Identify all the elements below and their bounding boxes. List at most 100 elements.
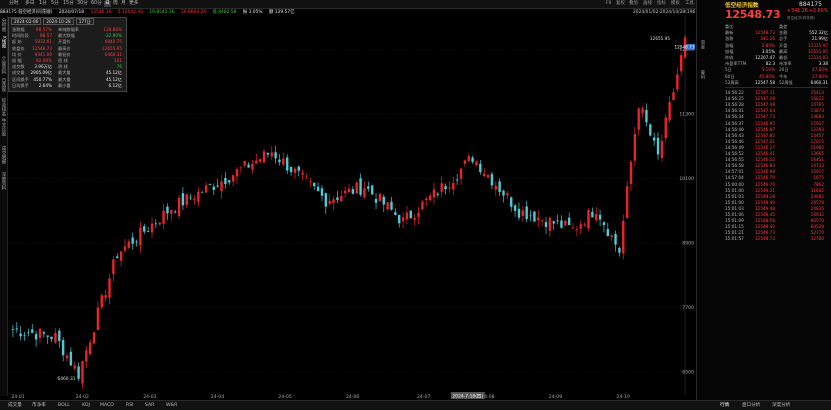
tick-time: 14:56:34 (725, 114, 744, 120)
tab-60min[interactable]: 60分 (91, 1, 102, 6)
candle (61, 339, 65, 356)
side-tab-chips[interactable]: 筹码 (700, 70, 705, 79)
candle (517, 208, 521, 218)
tick-volume: 31642 (810, 187, 824, 193)
tick-time: 14:57:01 (725, 169, 744, 175)
tab-more[interactable]: 更多 (129, 1, 139, 6)
candle (320, 188, 324, 196)
candle (11, 328, 15, 330)
template-button[interactable]: 模板 (671, 1, 680, 6)
stat-label: 区间换手 (12, 76, 29, 82)
range-days: 177日 (75, 18, 94, 25)
nav-profile[interactable]: 个股资料 (1, 56, 6, 74)
tab-daily[interactable]: 日 (104, 1, 111, 7)
stat-label: 成交数 (12, 64, 25, 70)
tab-15min[interactable]: 15分 (63, 1, 74, 6)
candle (467, 156, 470, 161)
f9-button[interactable]: F9 (606, 1, 612, 6)
indicator-sar[interactable]: SAR (145, 403, 155, 408)
tick-time: 14:56:28 (725, 102, 744, 108)
candle (85, 350, 88, 362)
tick-price: 12548.73 (755, 236, 775, 242)
tab-5min[interactable]: 5分 (51, 1, 59, 6)
top-toolbar: 分时 多日 1分 5分 15分 30分 60分 日 周 月 更多 F9 复权 叠… (0, 0, 831, 9)
nav-watchlist[interactable]: 自选股 (1, 78, 6, 92)
stat-value: 552.32亿 (809, 30, 828, 36)
tick-row: 14:56:40 12546.87 12293 (725, 127, 828, 133)
indicator-button[interactable]: 指标 (657, 1, 666, 6)
overlay-button[interactable]: 叠加 (629, 1, 638, 6)
adjust-button[interactable]: 复权 (616, 1, 625, 6)
tab-quote[interactable]: 行情 (720, 403, 730, 408)
side-tab-funds[interactable]: 资金 (700, 40, 705, 49)
tick-volume: 17927 (810, 120, 824, 126)
draw-button[interactable]: 画线 (643, 1, 652, 6)
stat-value: 12655.95 (102, 45, 122, 51)
tools-button[interactable]: 工具 (685, 1, 694, 6)
candle (417, 212, 420, 218)
tick-time: 15:01:15 (725, 224, 744, 230)
tick-price: 12547.01 (755, 138, 775, 144)
candle (336, 197, 339, 200)
indicator-wr[interactable]: W&R (166, 403, 178, 408)
stat-label: 涨幅 (725, 42, 734, 48)
date-tick-label: 24-03 (143, 394, 156, 400)
stat-label: 最大量 (58, 76, 71, 82)
stat-label: 最新 (725, 30, 734, 36)
candle (293, 168, 297, 173)
indicator-boll[interactable]: BOLL (58, 403, 70, 408)
date-range-label: 2024/01/02-2024/10/28(196日) (633, 10, 702, 15)
candle (220, 181, 223, 192)
tick-row: 14:57:04 12546.70 1675 (725, 175, 828, 181)
index-code: 884175 低空经济(同花顺) (0, 10, 53, 15)
indicator-volume[interactable]: 成交量 (8, 403, 22, 408)
range-dates: 2024-02-06 2024-10-28 177日 (11, 18, 96, 25)
tick-row: 14:56:55 12546.52 16451 (725, 157, 828, 163)
tick-row: 14:56:52 12546.41 13665 (725, 151, 828, 157)
tick-price: 12546.95 (755, 120, 775, 126)
nav-diagnosis[interactable]: 牛叉诊股 (1, 118, 6, 136)
indicator-macd[interactable]: MACD (100, 403, 114, 408)
nav-kline[interactable]: K线图 (1, 36, 6, 48)
quote-panel: 低空经济指数 884175 12548.73 +341.26 +2.80% 低空… (696, 0, 831, 400)
tick-row: 14:56:31 12547.64 13873 (725, 108, 828, 114)
tab-1min[interactable]: 1分 (39, 1, 47, 6)
tick-row: 15:01:06 12548.45 16932 (725, 212, 828, 218)
tick-price: 12547.48 (755, 102, 775, 108)
nav-trades[interactable]: 成交明细 (1, 146, 6, 164)
nav-intraday[interactable]: 分时图 (1, 18, 6, 32)
range-start-date[interactable]: 2024-02-06 (11, 18, 42, 25)
tab-weekly[interactable]: 周 (113, 1, 118, 6)
candle (235, 169, 239, 177)
tab-monthly[interactable]: 月 (121, 1, 126, 6)
nav-ranking[interactable]: 综合排名 (1, 98, 6, 116)
tab-multiday[interactable]: 多日 (25, 1, 35, 6)
quote-stat-row: 52周高 12547.58 52周低 6460.31 (725, 80, 828, 86)
range-end-date[interactable]: 2024-10-28 (43, 18, 74, 25)
tick-price: 12547.64 (755, 108, 775, 114)
tab-30min[interactable]: 30分 (77, 1, 88, 6)
tick-price: 12546.87 (755, 126, 775, 132)
candle (564, 220, 567, 226)
candle (529, 215, 532, 217)
stat-value: 6.12亿 (108, 82, 122, 88)
tab-depth[interactable]: 深度分析 (772, 403, 791, 408)
date-tick-label: 24-10 (616, 394, 629, 400)
candle (243, 160, 246, 166)
nav-depth[interactable]: 深度资料 (1, 172, 6, 190)
quote-stat-row: 委比 委差 (725, 24, 828, 30)
stat-label: 涨跌幅 (12, 27, 25, 32)
indicator-rsi[interactable]: RSI (126, 403, 134, 408)
candle (19, 333, 22, 337)
stat-label: 阳 线 (58, 58, 68, 63)
candle (127, 241, 131, 248)
candle (135, 241, 138, 243)
indicator-kdj[interactable]: KDJ (82, 403, 90, 408)
tab-intraday[interactable]: 分时 (9, 1, 19, 6)
tab-orderbook[interactable]: 盘口分析 (742, 403, 761, 408)
indicator-pb[interactable]: 市净率 (32, 403, 46, 408)
tick-row: 14:57:01 12546.98 10917 (725, 169, 828, 175)
tick-row: 14:56:37 12546.95 17927 (725, 121, 828, 127)
tick-volume: 16932 (810, 212, 824, 217)
